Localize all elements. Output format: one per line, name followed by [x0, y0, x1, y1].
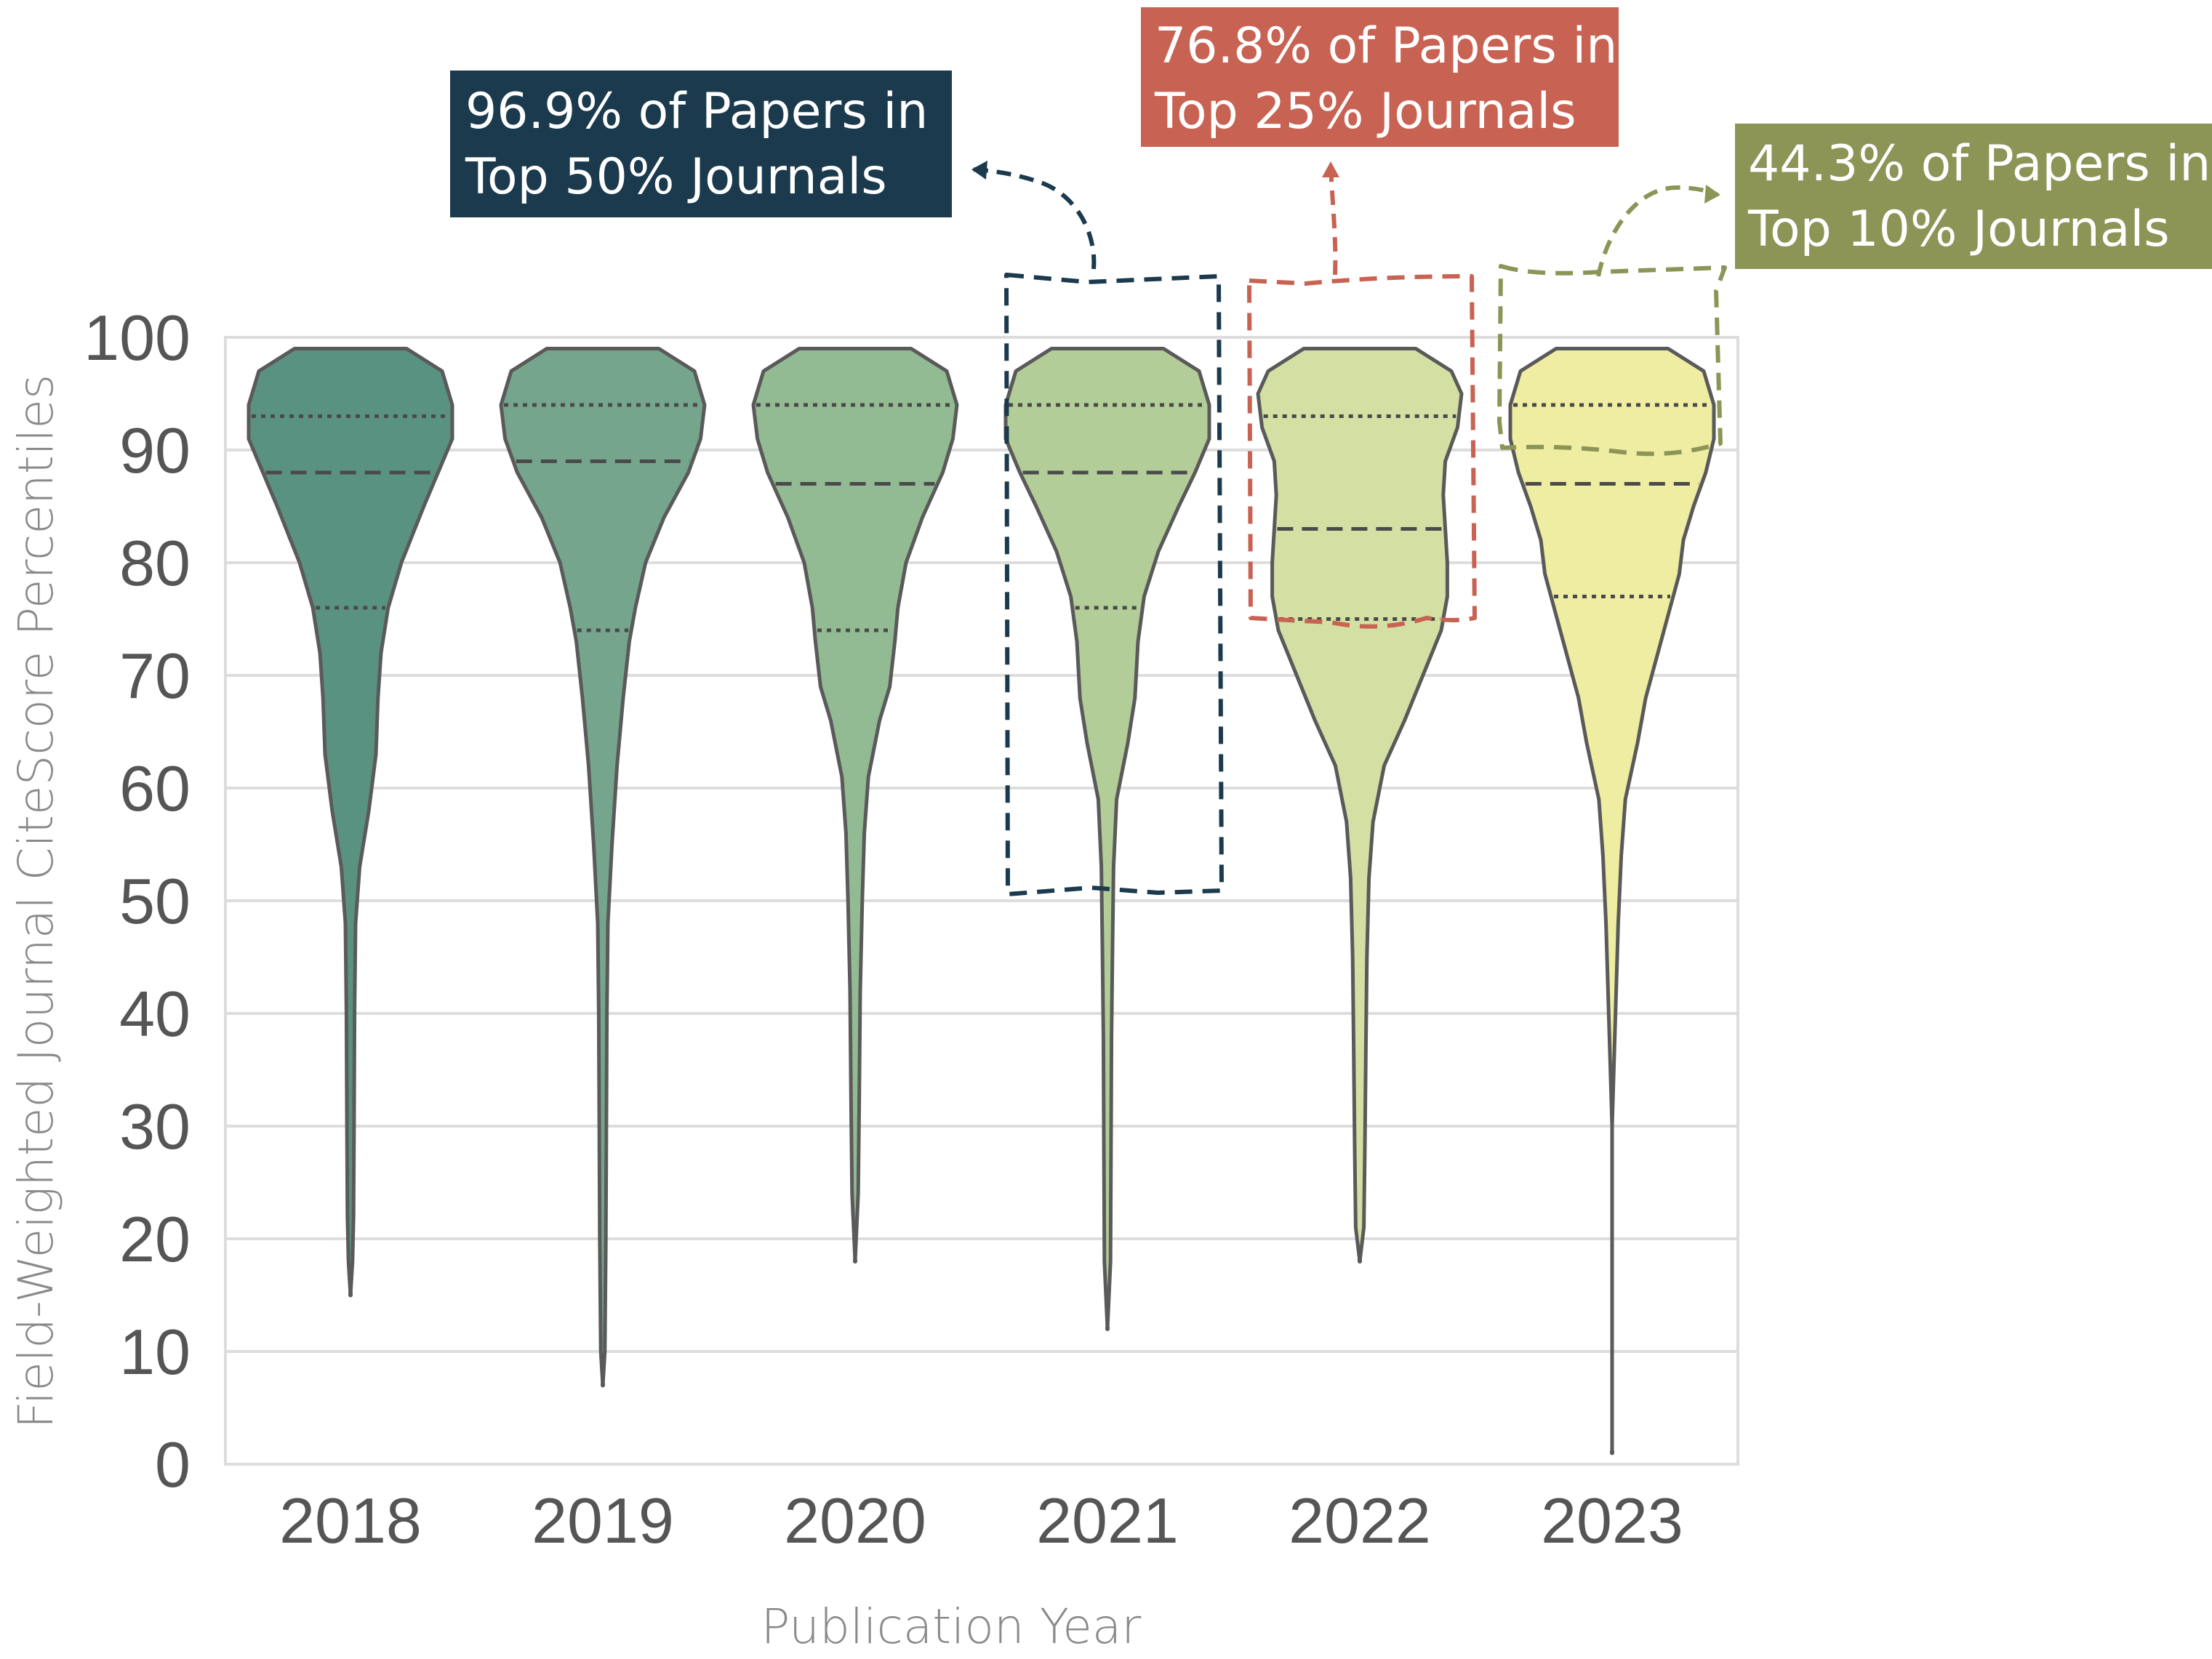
plot-frame — [224, 336, 1739, 1466]
violin-2019 — [499, 347, 707, 1388]
annotation-text: Top 50% Journals — [465, 148, 887, 206]
violin-body — [751, 347, 959, 1264]
annotation-text: 96.9% of Papers in — [465, 83, 928, 140]
violin-2018 — [247, 347, 454, 1298]
annotation-box — [450, 71, 952, 217]
violin-2023 — [1508, 347, 1716, 1455]
annotation-text: Top 25% Journals — [1154, 83, 1576, 140]
violin-body — [1003, 347, 1211, 1331]
highlight-box — [1004, 273, 1224, 896]
annotations: 96.9% of Papers in Top 50% Journals 76.8% … — [450, 7, 2212, 896]
arrow-head — [971, 161, 987, 180]
y-tick-label: 30 — [119, 1090, 191, 1162]
highlight-box — [1497, 264, 1727, 457]
highlight-box — [1247, 274, 1477, 629]
y-tick-label: 80 — [119, 527, 191, 599]
x-tick-label: 2023 — [1541, 1485, 1683, 1556]
y-tick-label: 50 — [119, 865, 191, 937]
y-tick-label: 10 — [119, 1316, 191, 1388]
annotation-2023: 44.3% of Papers in Top 10% Journals — [1497, 124, 2212, 457]
annotation-arrow — [1596, 185, 1719, 277]
x-tick-label: 2018 — [279, 1485, 422, 1556]
annotation-box — [1141, 7, 1619, 147]
annotation-2022: 76.8% of Papers in Top 25% Journals — [1141, 7, 1619, 629]
annotation-box — [1735, 124, 2212, 269]
y-tick-labels: 0 10 20 30 40 50 60 70 80 90 100 — [84, 302, 191, 1501]
violin-2020 — [751, 347, 959, 1264]
annotation-arrow — [1329, 165, 1338, 276]
y-tick-label: 40 — [119, 978, 191, 1050]
violin-body — [247, 347, 454, 1297]
y-tick-label: 60 — [119, 752, 191, 824]
x-tick-label: 2022 — [1289, 1485, 1431, 1556]
x-axis-label: Publication Year — [761, 1599, 1142, 1655]
arrow-head — [1704, 185, 1720, 204]
annotation-text: 44.3% of Papers in — [1748, 135, 2211, 193]
y-tick-label: 0 — [155, 1429, 191, 1501]
y-axis-label: Field-Weighted Journal CiteScore Percent… — [8, 374, 64, 1429]
violin-body — [1256, 347, 1464, 1264]
x-tick-label: 2020 — [784, 1485, 926, 1556]
violin-body — [1508, 347, 1716, 1455]
y-tick-label: 100 — [84, 302, 191, 374]
violins — [247, 347, 1716, 1455]
x-tick-label: 2019 — [532, 1485, 674, 1556]
violin-body — [499, 347, 707, 1387]
y-tick-label: 20 — [119, 1203, 191, 1275]
y-tick-label: 70 — [119, 640, 191, 712]
x-tick-label: 2021 — [1036, 1485, 1179, 1556]
arrow-head — [1322, 161, 1339, 177]
y-tick-label: 90 — [119, 414, 191, 486]
violin-2022 — [1256, 347, 1464, 1264]
annotation-arrow — [971, 167, 1097, 270]
annotation-2021: 96.9% of Papers in Top 50% Journals — [450, 71, 1224, 896]
violin-2021 — [1003, 347, 1211, 1331]
x-tick-labels: 2018 2019 2020 2021 2022 2023 — [279, 1485, 1683, 1556]
annotation-text: 76.8% of Papers in — [1155, 17, 1617, 75]
annotation-text: Top 10% Journals — [1747, 201, 2170, 258]
gridlines — [225, 336, 1738, 1466]
